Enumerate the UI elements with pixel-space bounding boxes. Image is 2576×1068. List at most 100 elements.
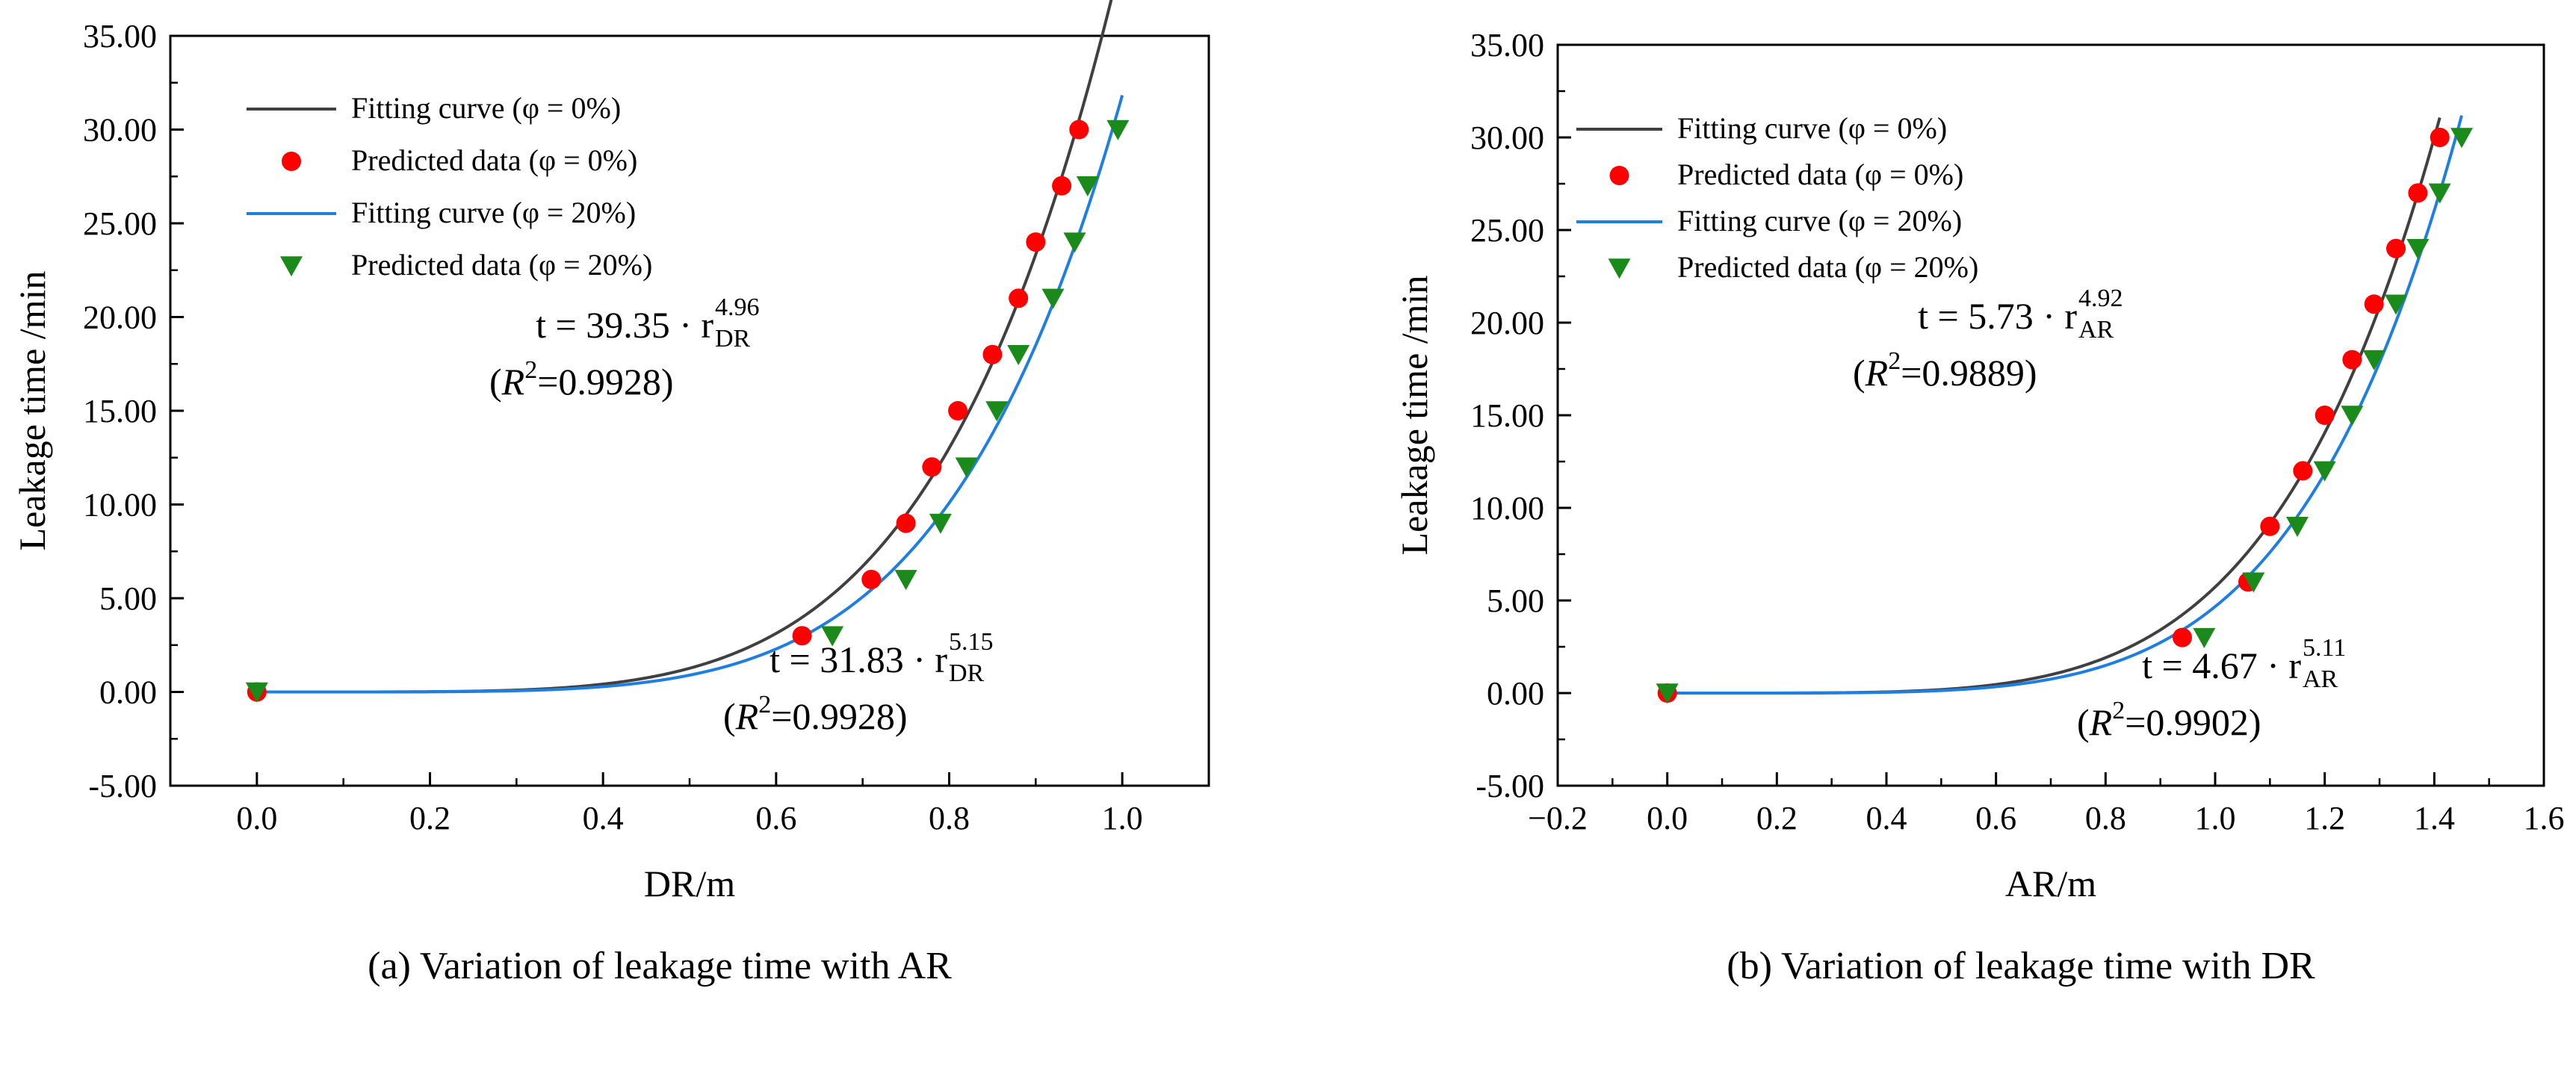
y-tick-label: 30.00 xyxy=(83,112,157,149)
data-point-triangle xyxy=(2341,406,2364,426)
y-tick-label: 20.00 xyxy=(1470,305,1544,341)
data-point-triangle xyxy=(821,626,844,647)
data-point-triangle xyxy=(2450,128,2473,149)
predicted-series-20 xyxy=(245,119,1130,703)
equation-superscript: 5.11 xyxy=(2303,634,2346,662)
equation-upper: t = 39.35 · r DR 4.96 (R2=0.9928) xyxy=(489,294,760,403)
equation-lhs: t = 39.35 · r xyxy=(536,304,713,346)
data-point-triangle xyxy=(985,401,1009,422)
y-tick-label: 15.00 xyxy=(83,393,157,429)
data-point-triangle xyxy=(1076,176,1099,197)
x-axis-title: AR/m xyxy=(2005,863,2096,904)
legend-label: Predicted data (φ = 20%) xyxy=(351,248,652,282)
legend-circle-swatch xyxy=(1609,166,1629,185)
data-point-triangle xyxy=(2313,461,2336,482)
data-point-circle xyxy=(2342,350,2362,370)
data-point-triangle xyxy=(1041,288,1065,309)
x-tick-label: 0.6 xyxy=(1975,800,2016,836)
y-tick-label: -5.00 xyxy=(88,768,157,804)
y-axis: -5.00 0.00 5.00 10.00 15.00 20.00 25.00 30.00 35… xyxy=(1470,27,1571,804)
data-point-circle xyxy=(1009,288,1029,308)
figure-caption: (b) Variation of leakage time with DR xyxy=(1727,945,2315,987)
data-point-circle xyxy=(2386,238,2406,258)
x-tick-label: 0.6 xyxy=(755,800,796,836)
y-tick-label: 20.00 xyxy=(83,299,157,336)
data-point-circle xyxy=(792,626,812,646)
equation-subscript: DR xyxy=(715,325,751,353)
data-point-triangle xyxy=(2193,627,2216,648)
x-tick-label: 0.2 xyxy=(409,800,451,836)
data-point-circle xyxy=(2293,461,2313,481)
equation-upper: t = 5.73 · r AR 4.92 (R2=0.9889) xyxy=(1853,285,2123,394)
predicted-series-20 xyxy=(1656,128,2473,704)
x-tick-label: 1.0 xyxy=(1102,800,1143,836)
y-tick-label: 0.00 xyxy=(1487,675,1544,712)
data-point-triangle xyxy=(929,513,952,534)
y-tick-label: 35.00 xyxy=(83,18,157,55)
data-point-circle xyxy=(948,401,968,420)
data-point-circle xyxy=(1069,119,1089,140)
data-point-triangle xyxy=(2428,183,2451,204)
legend-label: Predicted data (φ = 0%) xyxy=(1677,158,1963,191)
legend-label: Fitting curve (φ = 0%) xyxy=(1677,111,1947,145)
legend-triangle-swatch xyxy=(1608,258,1631,279)
legend-circle-swatch xyxy=(282,152,301,171)
equation-subscript: AR xyxy=(2303,665,2338,693)
legend: Fitting curve (φ = 0%) Predicted data (φ … xyxy=(247,91,652,282)
x-tick-label: 0.0 xyxy=(236,800,277,836)
r-squared: (R2=0.9889) xyxy=(1853,347,2037,394)
r-squared: (R2=0.9902) xyxy=(2077,697,2261,743)
plot-frame xyxy=(169,34,1210,787)
data-point-circle xyxy=(2173,627,2192,648)
figure-caption: (a) Variation of leakage time with AR xyxy=(368,945,952,987)
data-point-triangle xyxy=(1063,232,1086,253)
x-axis-title: DR/m xyxy=(644,863,735,904)
x-tick-label: 0.4 xyxy=(583,800,624,836)
x-tick-label: 0.0 xyxy=(1647,800,1688,836)
equation-lhs: t = 31.83 · r xyxy=(770,639,947,680)
data-point-circle xyxy=(2260,516,2280,536)
equation-subscript: DR xyxy=(949,659,985,687)
y-tick-label: 10.00 xyxy=(83,487,157,524)
data-point-circle xyxy=(2364,294,2384,314)
data-point-circle xyxy=(1026,232,1046,252)
predicted-series-0 xyxy=(247,119,1089,702)
x-tick-label: 0.8 xyxy=(929,800,970,836)
fitting-curve-20-line xyxy=(256,95,1124,694)
data-point-circle xyxy=(982,344,1003,364)
data-point-triangle xyxy=(955,457,978,478)
data-point-circle xyxy=(1052,176,1072,196)
x-tick-label: 0.2 xyxy=(1756,800,1798,836)
r-squared: (R2=0.9928) xyxy=(723,691,908,737)
y-tick-label: 0.00 xyxy=(99,674,157,711)
legend-triangle-swatch xyxy=(280,256,303,277)
x-tick-label: 1.6 xyxy=(2524,800,2565,836)
legend-label: Predicted data (φ = 0%) xyxy=(351,143,637,177)
equation-subscript: AR xyxy=(2078,316,2114,344)
y-tick-label: -5.00 xyxy=(1476,768,1544,804)
data-point-triangle xyxy=(245,682,268,703)
legend-label: Fitting curve (φ = 0%) xyxy=(351,91,621,125)
equation-superscript: 5.15 xyxy=(949,628,994,656)
y-axis-title: Leakage time /min xyxy=(1393,276,1435,556)
chart-panel-b: -5.00 0.00 5.00 10.00 15.00 20.00 25.00 30.00 35… xyxy=(1393,27,2565,987)
legend-label: Fitting curve (φ = 20%) xyxy=(351,196,636,229)
chart-panel-a: -5.00 0.00 5.00 10.00 15.00 20.00 25.00 30.00 35… xyxy=(11,0,1210,987)
data-point-circle xyxy=(896,513,916,533)
data-point-triangle xyxy=(1656,683,1679,704)
equation-lower: t = 31.83 · r DR 5.15 (R2=0.9928) xyxy=(723,628,994,737)
x-tick-label: 1.4 xyxy=(2414,800,2455,836)
y-tick-label: 5.00 xyxy=(1487,583,1544,619)
x-tick-label: 1.2 xyxy=(2304,800,2345,836)
legend: Fitting curve (φ = 0%) Predicted data (φ … xyxy=(1576,111,1978,284)
x-tick-label: 0.4 xyxy=(1866,800,1907,836)
y-tick-label: 25.00 xyxy=(1470,212,1544,249)
y-axis-title: Leakage time /min xyxy=(11,271,53,551)
y-tick-label: 35.00 xyxy=(1470,27,1544,63)
y-axis: -5.00 0.00 5.00 10.00 15.00 20.00 25.00 30.00 35… xyxy=(83,18,184,804)
x-tick-label: −0.2 xyxy=(1528,800,1588,836)
data-point-triangle xyxy=(2406,239,2430,260)
equation-lhs: t = 4.67 · r xyxy=(2142,645,2301,686)
r-squared: (R2=0.9928) xyxy=(489,356,674,403)
